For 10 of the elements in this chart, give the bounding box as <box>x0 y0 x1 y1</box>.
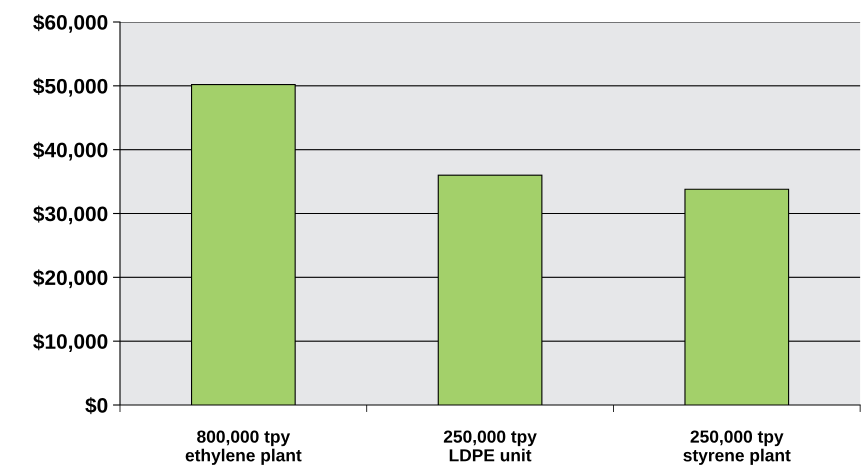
x-tick-label: 250,000 tpy styrene plant <box>683 430 791 465</box>
y-tick-label: $60,000 <box>33 14 108 33</box>
y-tick-label: $30,000 <box>33 206 108 224</box>
y-tick-label: $20,000 <box>33 269 108 288</box>
y-tick-label: $10,000 <box>33 333 108 352</box>
x-tick-label: 800,000 tpy ethylene plant <box>186 430 302 465</box>
y-tick-label: $40,000 <box>33 142 108 160</box>
y-tick-label: $50,000 <box>33 78 108 97</box>
x-tick-label: 250,000 tpy LDPE unit <box>444 430 537 462</box>
y-tick-label: $0 <box>85 397 108 414</box>
